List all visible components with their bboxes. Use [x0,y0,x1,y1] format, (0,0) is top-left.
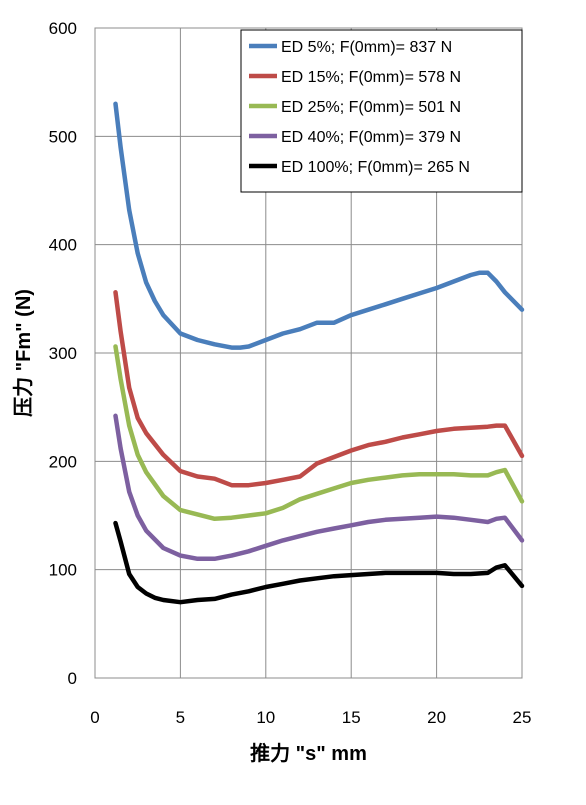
x-tick-label: 0 [90,708,99,727]
y-tick-label: 400 [49,236,77,255]
series-line-2 [113,344,525,522]
x-tick-label: 5 [176,708,185,727]
y-tick-label: 100 [49,561,77,580]
y-tick-label: 600 [49,19,77,38]
y-tick-label: 300 [49,344,77,363]
legend-box [240,29,523,193]
y-axis-title: 压力 "Fm" (N) [12,289,35,417]
x-axis-title: 推力 "s" mm [250,741,367,765]
x-tick-label: 15 [342,708,361,727]
x-tick-label: 20 [427,708,446,727]
grid-lines [94,27,523,679]
legend-label-2: ED 25%; F(0mm)= 501 N [281,99,461,116]
y-tick-label: 0 [68,669,77,688]
legend-label-3: ED 40%; F(0mm)= 379 N [281,129,461,146]
series-lines [113,101,525,605]
series-line-3 [113,413,525,562]
legend-label-1: ED 15%; F(0mm)= 578 N [281,69,461,86]
legend: ED 5%; F(0mm)= 837 N ED 15%; F(0mm)= 578 … [240,29,523,193]
series-line-4 [113,520,525,605]
x-tick-label: 10 [256,708,275,727]
y-tick-labels: 0 100 200 300 400 500 600 [49,19,77,688]
series-line-0 [113,101,525,350]
x-tick-label: 25 [513,708,532,727]
x-tick-labels: 0 5 10 15 20 25 [90,708,531,727]
y-tick-label: 200 [49,452,77,471]
legend-label-0: ED 5%; F(0mm)= 837 N [281,39,452,56]
legend-label-4: ED 100%; F(0mm)= 265 N [281,159,470,176]
series-line-1 [113,290,525,488]
y-tick-label: 500 [49,127,77,146]
